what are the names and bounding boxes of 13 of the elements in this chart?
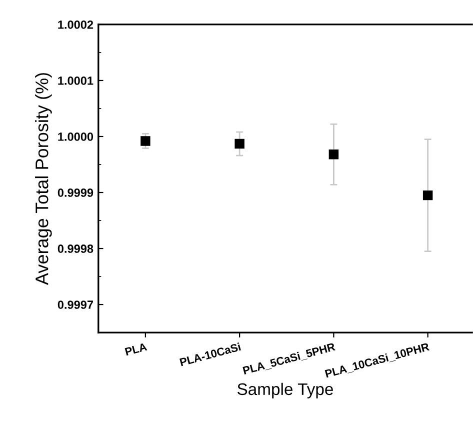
point <box>234 138 244 149</box>
y-tick-label: 1.0001 <box>58 76 94 85</box>
y-tick-label: 1.0000 <box>58 132 94 141</box>
point <box>328 150 339 160</box>
point <box>140 136 150 146</box>
y-tick-label: 0.9997 <box>58 300 94 309</box>
y-tick-label: 0.9999 <box>58 188 94 197</box>
x-tick-label: PLA <box>124 342 148 356</box>
y-axis-title: Average Total Porosity (%) <box>35 73 52 286</box>
y-tick-label: 1.0002 <box>58 20 94 29</box>
point <box>422 190 433 200</box>
x-axis-title: Sample Type <box>237 382 333 398</box>
y-tick-label: 0.9998 <box>58 244 94 253</box>
